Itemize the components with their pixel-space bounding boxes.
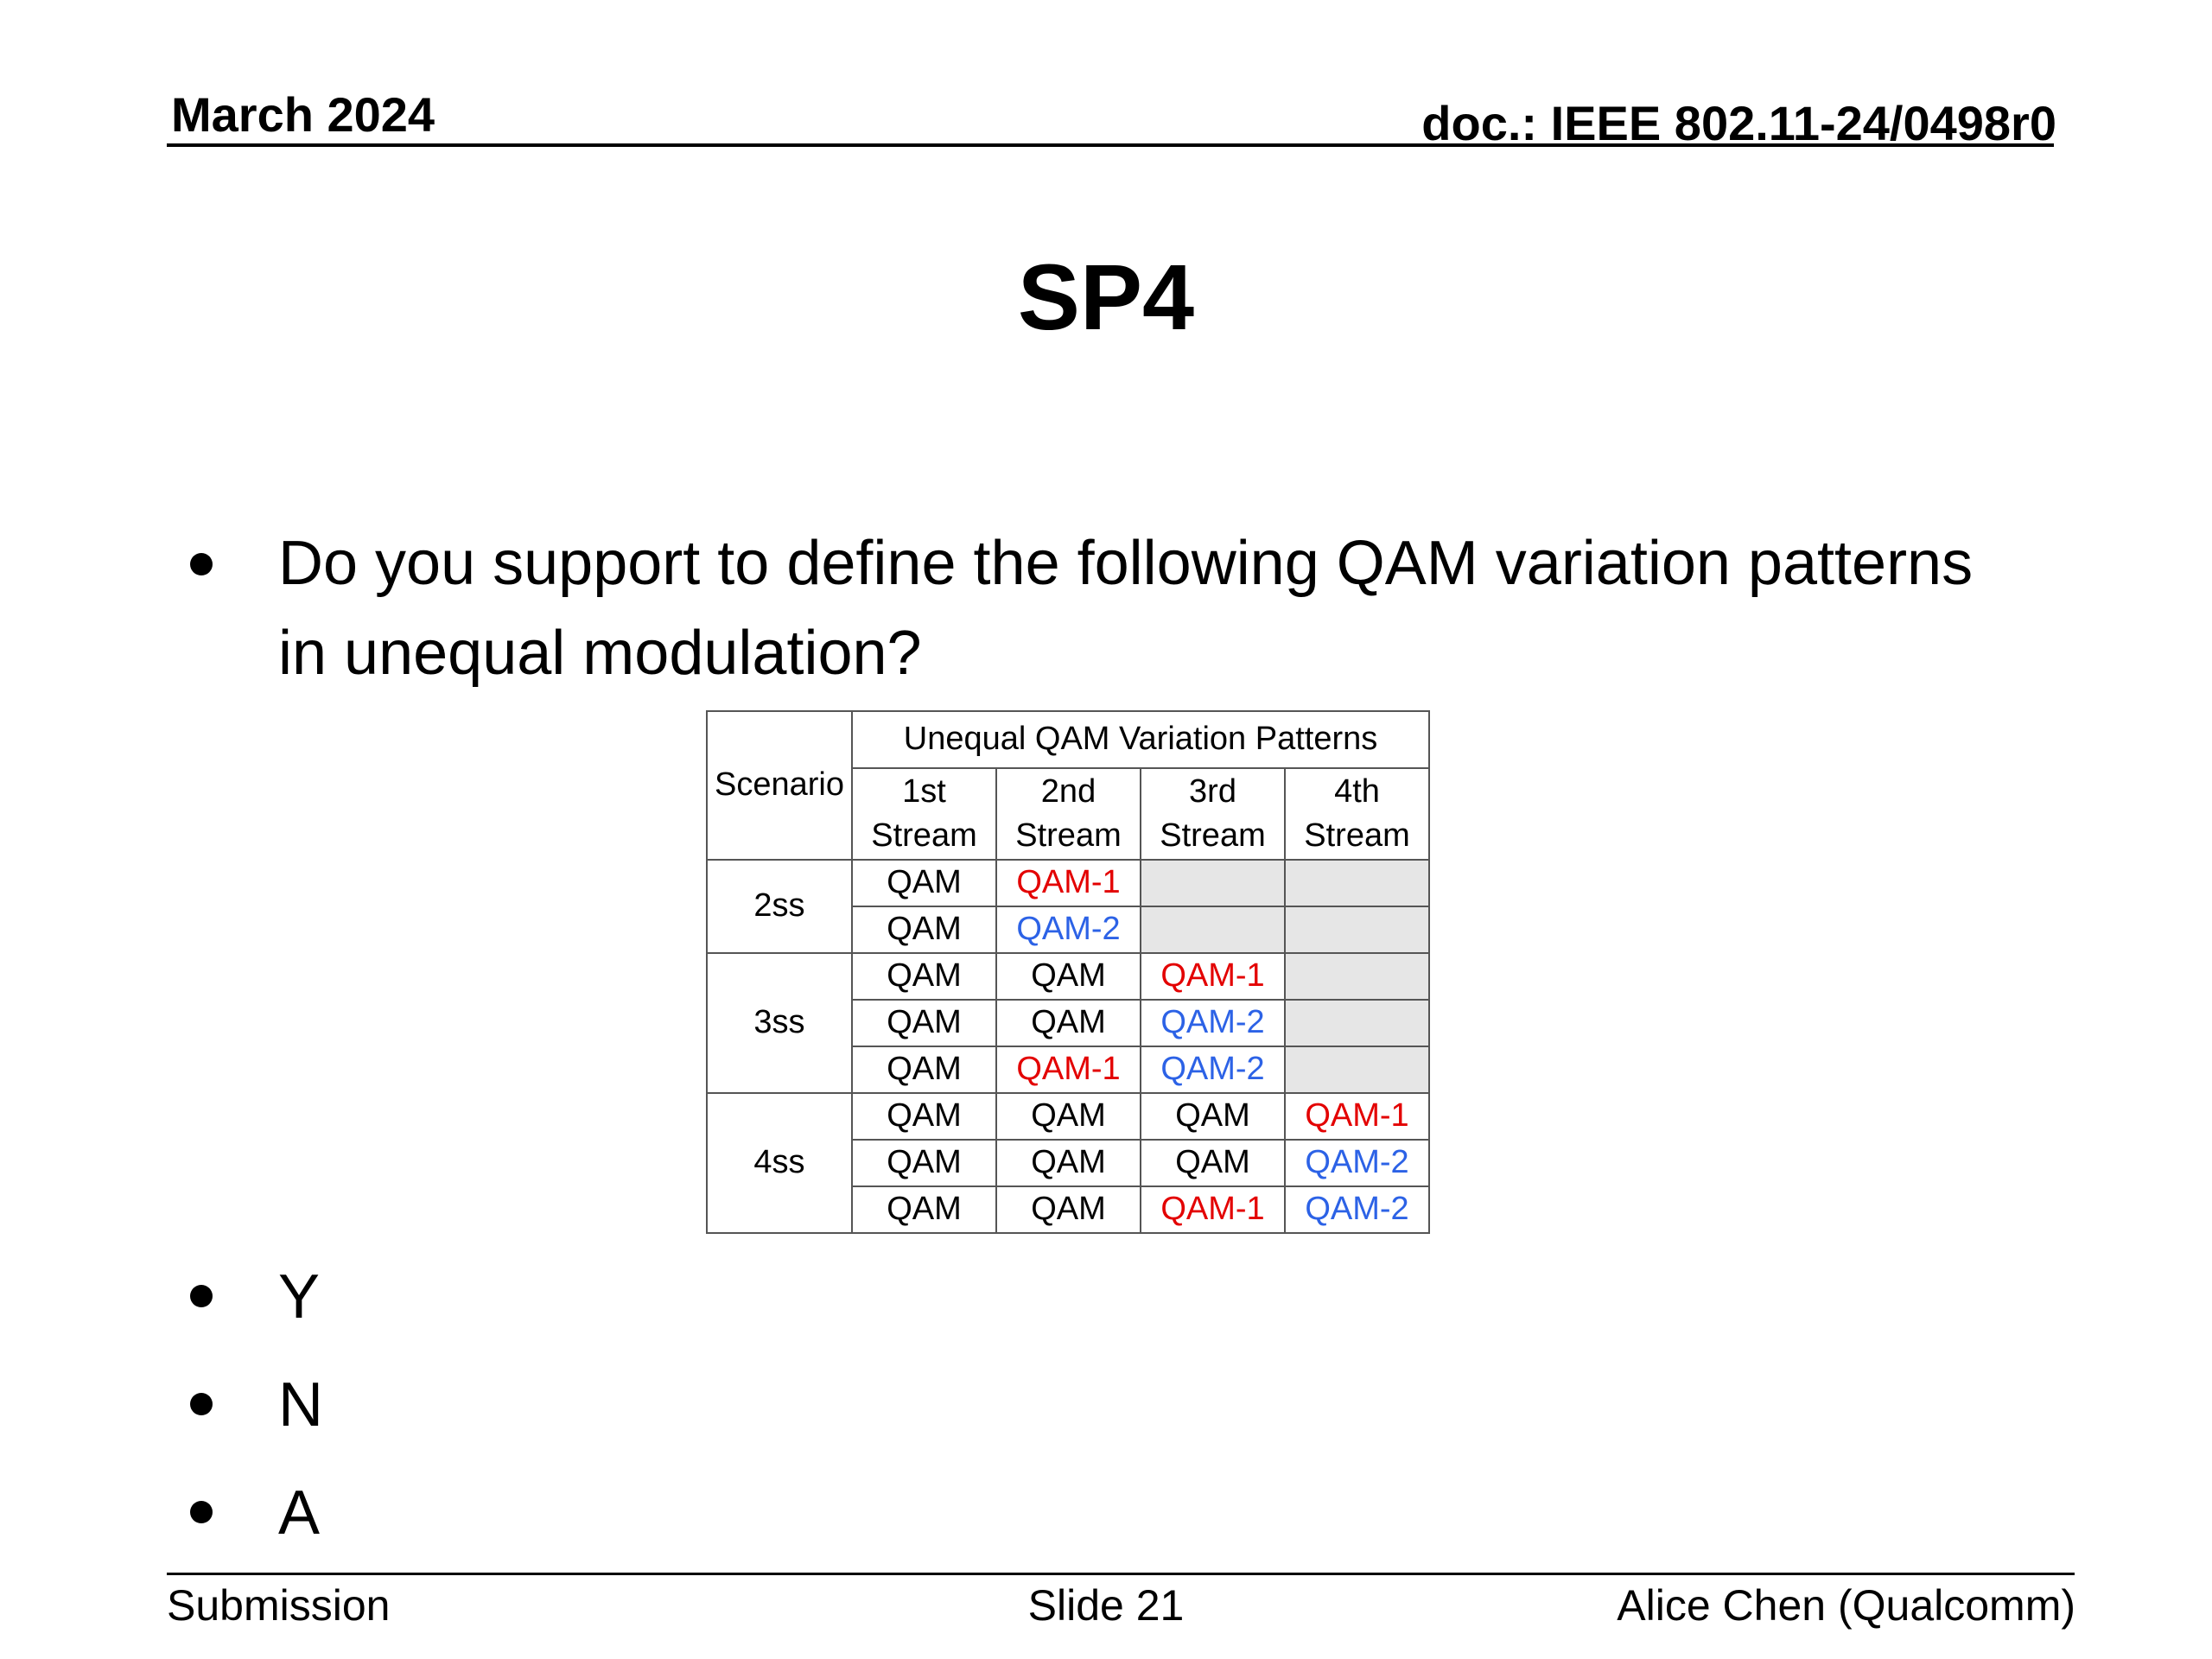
scenario-label: 2ss [706,859,853,954]
header-doc-id: doc.: IEEE 802.11-24/0498r0 [1421,96,2056,150]
option-y: Y [278,1262,321,1332]
table-row: QAM QAM QAM-2 [707,999,1431,1047]
question-text: Do you support to define the following Q… [278,529,1974,689]
table-row: 2ss QAM QAM-1 [706,859,1431,954]
table-cell: QAM-1 [1140,1185,1286,1234]
scenario-label: 4ss [706,1092,853,1234]
table-row: QAM QAM QAM-1 QAM-2 [707,1185,1431,1234]
table-row: 4ss QAM QAM QAM QAM-1 [706,1092,1431,1234]
table-cell: QAM-2 [1140,1046,1286,1094]
table-row: QAM QAM-1 QAM-2 [707,1046,1431,1094]
table-cell: QAM-1 [995,1046,1141,1094]
header-date: March 2024 [171,87,435,142]
table-cell: QAM-1 [1283,1092,1431,1141]
table-cell: QAM [851,1185,997,1234]
qam-pattern-table: Scenario Unequal QAM Variation Patterns 1s… [706,710,1431,1234]
footer-author: Alice Chen (Qualcomm) [1617,1581,2075,1630]
table-cell: QAM [851,1092,997,1141]
table-cell: QAM [1140,1139,1286,1187]
option-n: N [278,1370,323,1440]
table-cell [1140,906,1286,954]
table-cell: QAM [995,999,1141,1047]
table-cell: QAM [851,906,997,954]
table-cell: QAM-1 [1140,952,1286,1001]
group-header: Unequal QAM Variation Patterns [850,710,1431,769]
scenario-header: Scenario [706,710,853,861]
table-header-row: Scenario Unequal QAM Variation Patterns [706,710,1431,861]
table-cell: QAM [995,1139,1141,1187]
option-a: A [278,1478,321,1548]
table-cell: QAM-1 [995,859,1141,907]
table-cell [1283,859,1431,907]
footer-submission: Submission [167,1581,391,1630]
stream-header: 2nd Stream [995,767,1141,861]
table-cell [1283,999,1431,1047]
bullet-icon [190,1285,213,1307]
table-cell [1140,859,1286,907]
table-cell: QAM [851,1139,997,1187]
table-cell: QAM [851,952,997,1001]
table-cell: QAM [851,999,997,1047]
bullet-icon [190,1393,213,1415]
table-cell: QAM-2 [1140,999,1286,1047]
table-cell [1283,906,1431,954]
table-cell: QAM [1140,1092,1286,1141]
footer-divider [167,1573,2075,1575]
stream-header: 1st Stream [851,767,997,861]
stream-header: 3rd Stream [1140,767,1286,861]
table-cell [1283,1046,1431,1094]
header-divider [167,143,2054,147]
table-cell: QAM [995,1092,1141,1141]
table-row: QAM QAM-2 [707,906,1431,954]
scenario-label: 3ss [706,952,853,1094]
table-cell: QAM [995,1185,1141,1234]
footer-slide-number: Slide 21 [1027,1581,1185,1630]
table-row: QAM QAM QAM QAM-2 [707,1139,1431,1187]
table-cell: QAM [851,859,997,907]
table-cell: QAM-2 [1283,1139,1431,1187]
stream-header: 4th Stream [1283,767,1431,861]
table-cell: QAM [995,952,1141,1001]
table-cell [1283,952,1431,1001]
table-cell: QAM [851,1046,997,1094]
slide-title: SP4 [1017,245,1195,349]
table-cell: QAM-2 [995,906,1141,954]
bullet-icon [190,1501,213,1523]
bullet-icon [190,553,213,575]
table-header-row: 1st Stream 2nd Stream 3rd Stream 4th Stream [707,767,1431,861]
table-row: 3ss QAM QAM QAM-1 [706,952,1431,1094]
table-cell: QAM-2 [1283,1185,1431,1234]
